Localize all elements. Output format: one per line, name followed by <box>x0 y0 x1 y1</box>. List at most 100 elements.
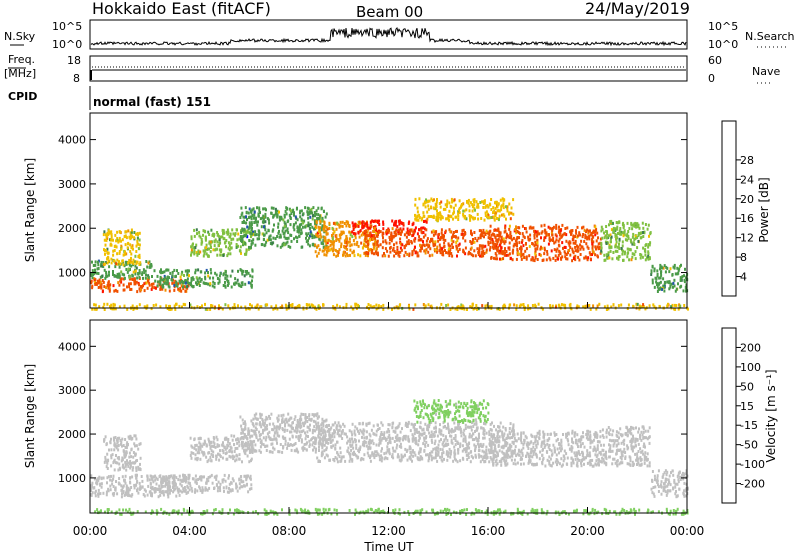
heatmap-cell <box>99 280 102 284</box>
heatmap-cell <box>668 287 671 291</box>
heatmap-cell <box>311 413 314 417</box>
heatmap-cell <box>241 238 244 242</box>
heatmap-cell <box>586 258 589 262</box>
heatmap-cell <box>280 217 283 221</box>
heatmap-cell <box>121 458 124 462</box>
heatmap-cell <box>308 445 311 448</box>
heatmap-cell <box>314 224 317 228</box>
heatmap-cell <box>93 477 96 481</box>
heatmap-cell <box>174 482 177 485</box>
heatmap-cell <box>459 459 462 463</box>
heatmap-cell <box>561 233 564 237</box>
heatmap-cell <box>100 260 103 264</box>
heatmap-cell <box>315 427 318 431</box>
heatmap-cell <box>241 443 244 447</box>
heatmap-cell <box>227 252 230 256</box>
heatmap-cell <box>644 258 647 262</box>
heatmap-cell <box>314 243 317 247</box>
heatmap-cell <box>205 282 208 286</box>
heatmap-cell <box>212 232 215 236</box>
heatmap-cell <box>476 205 479 209</box>
heatmap-cell <box>522 244 525 248</box>
heatmap-cell <box>448 254 451 258</box>
heatmap-cell <box>120 484 123 488</box>
heatmap-cell <box>165 477 168 481</box>
heatmap-cell <box>377 230 380 234</box>
heatmap-cell <box>244 305 247 309</box>
heatmap-cell <box>116 230 119 234</box>
heatmap-cell <box>405 231 408 235</box>
nsky-tick-top: 10^5 <box>52 20 82 33</box>
heatmap-cell <box>121 475 124 479</box>
heatmap-cell <box>143 289 146 293</box>
heatmap-cell <box>375 248 378 252</box>
heatmap-cell <box>91 284 94 288</box>
heatmap-cell <box>354 236 357 240</box>
heatmap-cell <box>631 223 634 227</box>
heatmap-cell <box>123 450 126 454</box>
heatmap-cell <box>133 484 136 488</box>
heatmap-cell <box>420 230 423 234</box>
heatmap-cell <box>349 253 351 257</box>
heatmap-cell <box>128 494 131 498</box>
heatmap-cell <box>431 237 434 241</box>
heatmap-cell <box>194 474 197 478</box>
heatmap-cell <box>361 246 364 250</box>
heatmap-cell <box>351 230 354 234</box>
heatmap-cell <box>562 246 564 250</box>
heatmap-cell <box>309 209 312 212</box>
heatmap-cell <box>293 443 296 447</box>
heatmap-cell <box>255 412 258 416</box>
heatmap-cell <box>200 477 203 481</box>
heatmap-cell <box>510 211 513 215</box>
heatmap-cell <box>259 433 262 437</box>
heatmap-cell <box>454 428 457 432</box>
heatmap-cell <box>639 232 642 236</box>
heatmap-cell <box>95 307 98 311</box>
heatmap-cell <box>391 307 393 311</box>
colorbar-tick-label: 12 <box>740 232 754 245</box>
heatmap-cell <box>319 233 322 237</box>
heatmap-cell <box>115 454 117 457</box>
heatmap-cell <box>282 413 285 417</box>
heatmap-cell <box>310 303 313 307</box>
heatmap-cell <box>366 225 369 229</box>
heatmap-cell <box>106 274 109 278</box>
heatmap-cell <box>521 240 523 244</box>
heatmap-cell <box>662 266 665 270</box>
heatmap-cell <box>302 424 305 428</box>
heatmap-cell <box>501 252 504 256</box>
heatmap-cell <box>349 231 352 235</box>
heatmap-cell <box>121 437 124 441</box>
heatmap-cell <box>149 474 152 478</box>
heatmap-cell <box>317 225 320 229</box>
heatmap-cell <box>287 219 290 223</box>
heatmap-cell <box>402 455 405 459</box>
heatmap-cell <box>523 308 526 311</box>
heatmap-cell <box>236 228 238 232</box>
heatmap-cell <box>245 307 248 311</box>
heatmap-cell <box>146 286 149 290</box>
heatmap-cell <box>338 233 341 237</box>
heatmap-cell <box>122 444 125 447</box>
heatmap-cell <box>680 278 683 282</box>
heatmap-cell <box>440 438 442 442</box>
heatmap-cell <box>446 199 449 203</box>
heatmap-cell <box>118 283 121 287</box>
heatmap-cell <box>243 428 246 432</box>
heatmap-cell <box>259 445 262 449</box>
heatmap-cell <box>676 266 679 270</box>
heatmap-cell <box>184 303 187 307</box>
heatmap-cell <box>113 441 116 445</box>
heatmap-cell <box>499 429 502 433</box>
heatmap-cell <box>125 487 128 491</box>
heatmap-cell <box>504 251 507 255</box>
heatmap-cell <box>450 428 453 432</box>
heatmap-cell <box>164 490 167 494</box>
heatmap-cell <box>494 242 497 246</box>
heatmap-cell <box>276 419 279 423</box>
heatmap-cell <box>171 476 174 480</box>
heatmap-cell <box>134 453 137 457</box>
heatmap-cell <box>463 250 465 254</box>
heatmap-cell <box>444 425 446 428</box>
